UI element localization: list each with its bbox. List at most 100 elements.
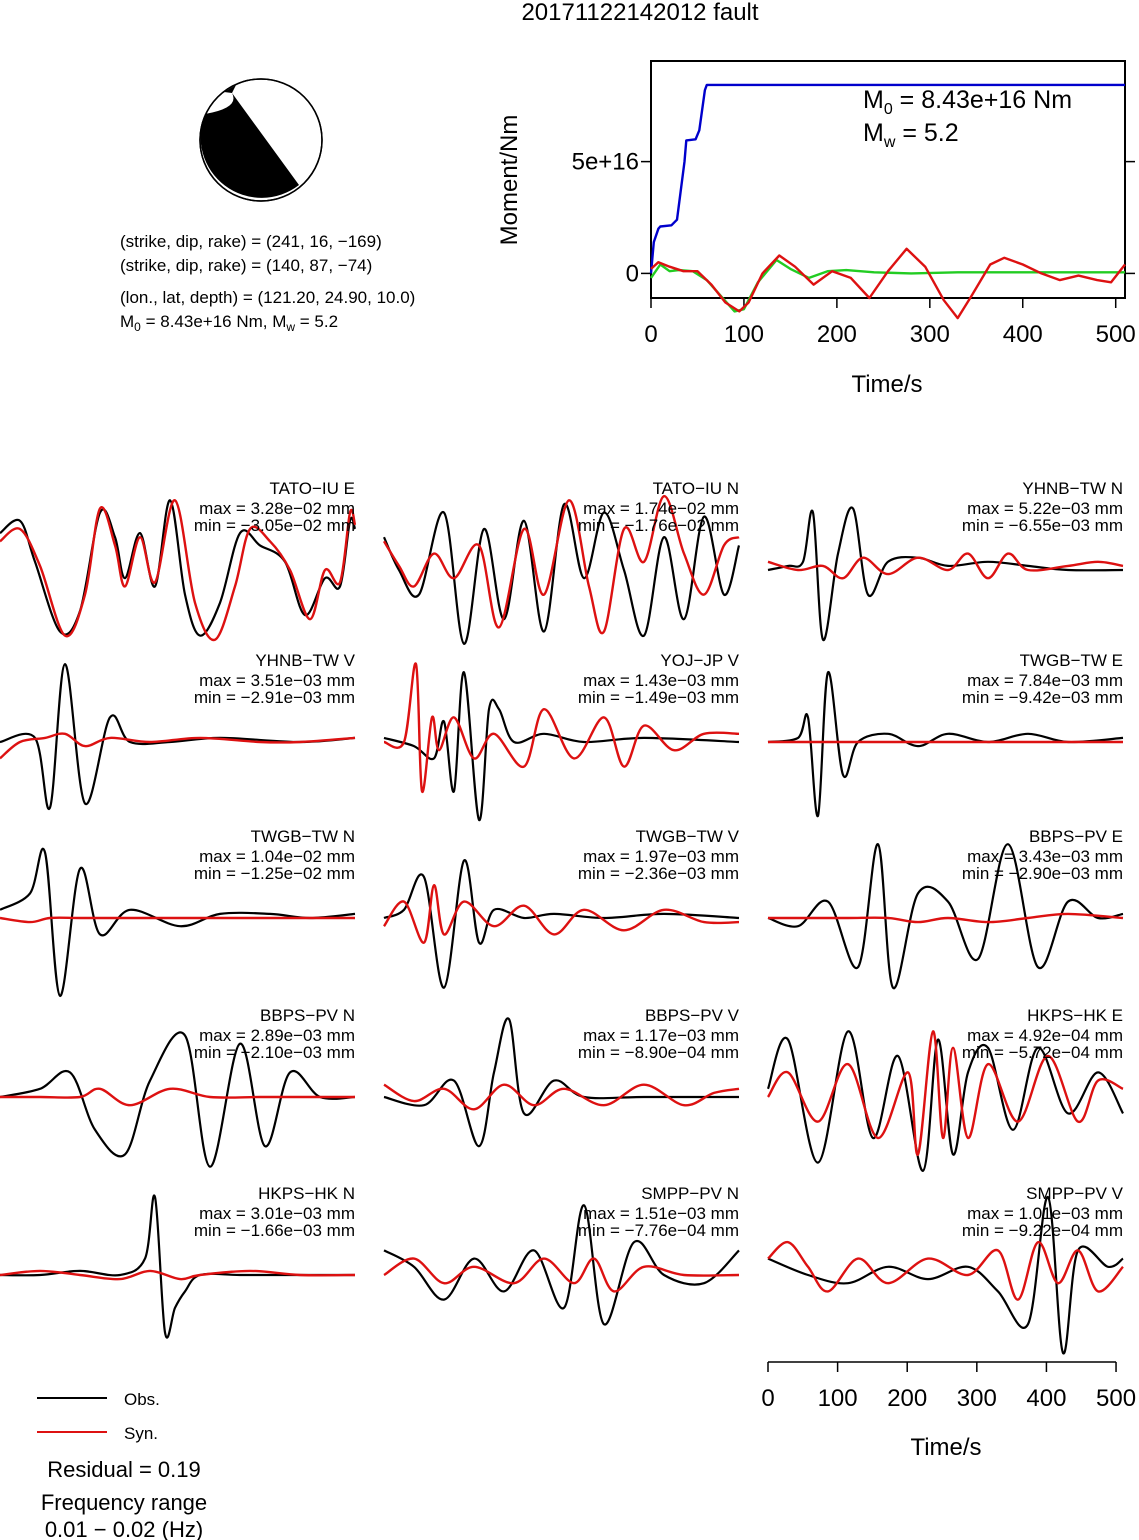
moment-xtick-label: 0 <box>644 321 657 348</box>
moment-chart: Moment/Nm Time/s M0 = 8.43e+16 Nm Mw = 5… <box>496 60 1136 398</box>
station-max: max = 1.01e−03 mm <box>967 1204 1123 1223</box>
legend: Obs. Syn. <box>37 1390 160 1443</box>
location-info: (lon., lat, depth) = (121.20, 24.90, 10.… <box>120 288 415 307</box>
moment-series-0 <box>649 83 1125 274</box>
station-label: HKPS−HK E <box>1027 1006 1123 1025</box>
station-label: TWGB−TW V <box>636 827 740 846</box>
obs-trace <box>0 1194 355 1339</box>
waveform-xtick-label: 400 <box>1026 1385 1066 1412</box>
syn-trace <box>0 1087 355 1107</box>
station-min: min = −1.66e−03 mm <box>194 1221 355 1240</box>
moment-ytick-label: 0 <box>626 260 639 287</box>
obs-trace <box>0 662 356 811</box>
frequency-range-value: 0.01 − 0.02 (Hz) <box>45 1517 203 1540</box>
moment-ytick-label: 5e+16 <box>572 149 639 176</box>
station-min: min = −1.49e−03 mm <box>578 688 739 707</box>
frequency-range-label: Frequency range <box>41 1490 207 1515</box>
station-label: BBPS−PV E <box>1029 827 1123 846</box>
syn-trace <box>383 662 740 793</box>
station-min: min = −2.10e−03 mm <box>194 1043 355 1062</box>
syn-trace <box>0 1269 356 1281</box>
station-label: BBPS−PV V <box>645 1006 740 1025</box>
moment-series-2 <box>650 247 1126 320</box>
station-label: TWGB−TW N <box>251 827 355 846</box>
syn-trace <box>383 883 740 944</box>
station-label: HKPS−HK N <box>258 1184 355 1203</box>
station-min: min = −8.90e−04 mm <box>578 1043 739 1062</box>
syn-trace <box>768 912 1124 924</box>
legend-syn-label: Syn. <box>124 1424 158 1443</box>
moment-xtick-label: 200 <box>817 321 857 348</box>
syn-trace <box>382 494 740 635</box>
station-label: YOJ−JP V <box>660 651 739 670</box>
station-max: max = 7.84e−03 mm <box>967 671 1123 690</box>
station-label: YHNB−TW V <box>255 651 355 670</box>
station-max: max = 4.92e−04 mm <box>967 1026 1123 1045</box>
station-label: TATO−IU E <box>270 479 356 498</box>
station-min: min = −7.76e−04 mm <box>578 1221 739 1240</box>
beachball-icon <box>199 78 323 202</box>
station-min: min = −9.42e−03 mm <box>962 688 1123 707</box>
legend-obs-label: Obs. <box>124 1390 160 1409</box>
beachball-compression-tip <box>224 85 236 93</box>
beachball-rim <box>199 78 323 202</box>
obs-trace <box>766 1030 1124 1172</box>
waveform-xlabel: Time/s <box>910 1434 981 1461</box>
moment-xlabel: Time/s <box>851 371 922 398</box>
syn-trace <box>767 552 1124 580</box>
moment-series-1 <box>650 258 1125 313</box>
station-min: min = −1.76e−02 mm <box>578 516 739 535</box>
figure-title: 20171122142012 fault <box>521 0 758 26</box>
obs-trace <box>767 1195 1124 1355</box>
syn-trace <box>766 1030 1124 1156</box>
obs-trace <box>383 671 740 822</box>
residual-label: Residual = 0.19 <box>47 1457 201 1482</box>
station-min: min = −2.36e−03 mm <box>578 864 739 883</box>
moment-xtick-label: 300 <box>910 321 950 348</box>
station-max: max = 3.28e−02 mm <box>199 499 355 518</box>
station-max: max = 2.89e−03 mm <box>199 1026 355 1045</box>
moment-info: M0 = 8.43e+16 Nm, Mw = 5.2 <box>120 312 338 334</box>
syn-trace <box>0 732 356 760</box>
syn-trace <box>0 499 357 642</box>
moment-annotation-m0: M0 = 8.43e+16 Nm <box>863 86 1072 118</box>
obs-trace <box>767 506 1124 641</box>
obs-trace <box>383 1204 740 1326</box>
station-max: max = 1.74e−02 mm <box>583 499 739 518</box>
obs-trace <box>0 1031 356 1168</box>
nodal-plane-2: (strike, dip, rake) = (140, 87, −74) <box>120 256 372 275</box>
station-max: max = 1.51e−03 mm <box>583 1204 739 1223</box>
station-min: min = −1.25e−02 mm <box>194 864 355 883</box>
moment-xtick-label: 400 <box>1003 321 1043 348</box>
moment-xtick-label: 500 <box>1096 321 1136 348</box>
obs-trace <box>767 843 1124 989</box>
obs-trace <box>383 1017 739 1148</box>
obs-trace <box>0 847 356 998</box>
syn-trace <box>0 916 355 924</box>
station-label: BBPS−PV N <box>260 1006 355 1025</box>
moment-xtick-label: 100 <box>724 321 764 348</box>
station-min: min = −2.91e−03 mm <box>194 688 355 707</box>
syn-trace <box>767 1240 1124 1301</box>
station-label: YHNB−TW N <box>1022 479 1123 498</box>
moment-annotation-mw: Mw = 5.2 <box>863 119 959 151</box>
nodal-plane-1: (strike, dip, rake) = (241, 16, −169) <box>120 232 382 251</box>
station-max: max = 1.97e−03 mm <box>583 847 739 866</box>
station-min: min = −9.22e−04 mm <box>962 1221 1123 1240</box>
waveform-xtick-label: 300 <box>957 1385 997 1412</box>
moment-ylabel: Moment/Nm <box>496 115 523 246</box>
